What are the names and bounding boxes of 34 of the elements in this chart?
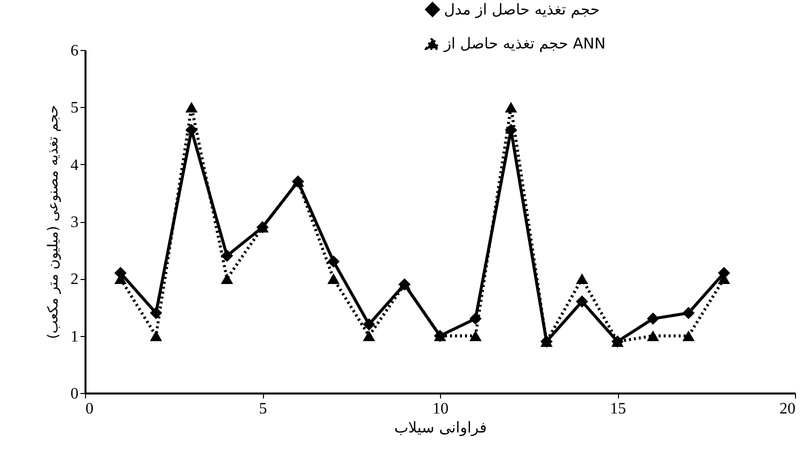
legend-label: حجم تغذیه حاصل از مدل [444, 0, 600, 18]
y-tick-label: 6 [70, 42, 78, 60]
x-tick-label: 0 [86, 400, 94, 418]
point [185, 102, 198, 112]
point [646, 312, 660, 325]
point [150, 330, 162, 342]
point [682, 330, 695, 342]
y-tick-label: 2 [70, 271, 78, 288]
point [646, 330, 660, 342]
point [220, 273, 234, 284]
point [576, 295, 588, 308]
point [682, 306, 695, 320]
point [362, 330, 376, 342]
point [576, 273, 588, 284]
y-tick-label: 1 [70, 328, 78, 346]
point [469, 330, 482, 342]
y-axis-title: حجم تغذیه مصنوعی (میلیون متر مکعب) [46, 105, 62, 339]
legend-label: حجم تغذیه حاصل از ANN [443, 34, 606, 52]
point [327, 273, 340, 284]
x-axis-title: فراوانی سیلاب [394, 418, 487, 436]
point [327, 255, 340, 268]
y-tick-label: 0 [70, 386, 78, 402]
x-tick-label: 20 [780, 400, 796, 418]
y-tick-label: 3 [70, 214, 78, 231]
y-tick-label: 5 [70, 100, 78, 117]
y-tick-label: 4 [70, 156, 78, 174]
point [150, 306, 162, 320]
x-tick-label: 5 [259, 400, 267, 418]
point [469, 312, 482, 325]
x-tick-label: 10 [432, 400, 448, 418]
point [362, 318, 376, 331]
point [504, 102, 518, 112]
point [220, 250, 234, 262]
x-tick-label: 15 [610, 400, 626, 418]
